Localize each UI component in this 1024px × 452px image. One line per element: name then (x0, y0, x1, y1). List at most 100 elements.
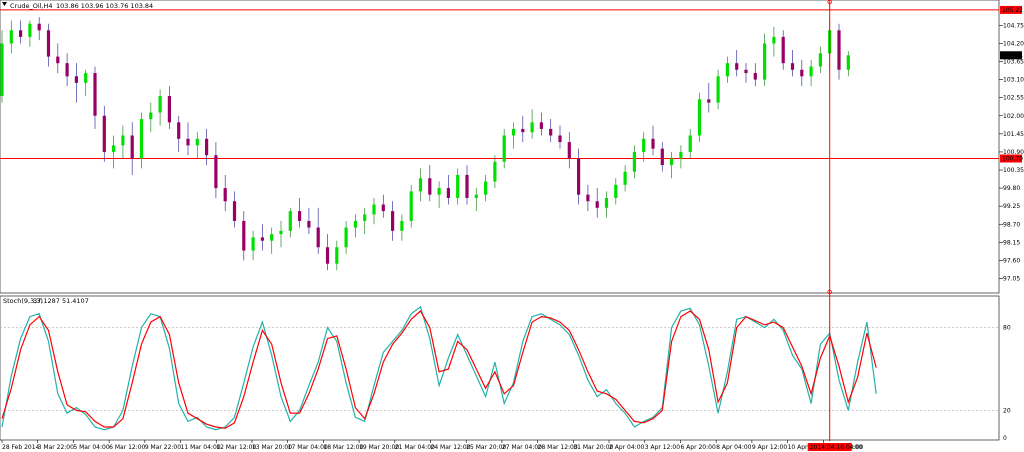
candle[interactable] (642, 132, 646, 162)
candle[interactable] (102, 105, 106, 162)
candle[interactable] (335, 240, 339, 271)
candle[interactable] (623, 165, 627, 192)
candle[interactable] (818, 46, 822, 74)
candle[interactable] (484, 174, 488, 202)
candle[interactable] (112, 135, 116, 169)
candle[interactable] (558, 125, 562, 149)
candle[interactable] (511, 122, 516, 149)
candle[interactable] (781, 30, 785, 70)
candle[interactable] (604, 191, 609, 218)
candle[interactable] (232, 191, 237, 228)
candle[interactable] (74, 63, 78, 103)
candle[interactable] (298, 197, 302, 228)
candle[interactable] (502, 128, 506, 169)
candle[interactable] (428, 165, 432, 202)
candle[interactable] (56, 43, 60, 74)
candle[interactable] (19, 20, 23, 44)
price-chart-panel[interactable]: Crude_Oil,H4 103.86 103.96 103.76 103.84 (0, 0, 1000, 294)
candle[interactable] (279, 220, 283, 248)
candle-body (595, 201, 599, 208)
candle[interactable] (651, 125, 655, 156)
candle[interactable] (0, 30, 4, 103)
candle[interactable] (539, 112, 543, 136)
candle[interactable] (437, 181, 441, 208)
candle[interactable] (93, 66, 97, 129)
candle[interactable] (595, 188, 599, 218)
candle[interactable] (121, 125, 125, 159)
candle[interactable] (577, 148, 581, 205)
candle[interactable] (84, 69, 88, 97)
candle[interactable] (735, 50, 739, 77)
candle-body (139, 119, 144, 159)
candle[interactable] (670, 151, 674, 179)
candle[interactable] (37, 17, 41, 41)
candle[interactable] (409, 184, 413, 228)
candle[interactable] (567, 132, 571, 169)
candle[interactable] (725, 56, 729, 83)
candle[interactable] (679, 145, 683, 169)
candle[interactable] (688, 128, 692, 159)
crosshair[interactable]: 2014.04.16 04:00 (807, 0, 864, 451)
candle[interactable] (614, 178, 618, 205)
candle[interactable] (800, 59, 804, 87)
candle[interactable] (372, 197, 376, 225)
candle[interactable] (809, 59, 813, 87)
candle[interactable] (363, 207, 367, 235)
candle[interactable] (493, 155, 497, 189)
candle[interactable] (763, 33, 767, 87)
candle[interactable] (344, 220, 348, 254)
candle[interactable] (149, 102, 153, 133)
candle[interactable] (391, 201, 395, 241)
candle[interactable] (697, 92, 702, 143)
candle[interactable] (214, 142, 218, 198)
candle[interactable] (660, 142, 664, 172)
candle[interactable] (400, 214, 404, 241)
candle[interactable] (288, 207, 292, 238)
candle[interactable] (28, 20, 32, 47)
candle[interactable] (260, 224, 264, 251)
candle[interactable] (353, 214, 357, 238)
crosshair-mid-handle[interactable] (827, 289, 832, 295)
candle[interactable] (325, 234, 330, 271)
candle[interactable] (307, 207, 311, 235)
candle[interactable] (418, 168, 423, 202)
candle[interactable] (195, 132, 199, 159)
candle[interactable] (9, 20, 13, 54)
candle[interactable] (177, 115, 181, 152)
candle[interactable] (521, 115, 525, 143)
candle[interactable] (790, 50, 795, 77)
candle[interactable] (707, 82, 711, 113)
candle[interactable] (139, 112, 144, 169)
candle[interactable] (242, 211, 246, 261)
candle[interactable] (446, 174, 450, 205)
candle[interactable] (632, 145, 636, 179)
candle[interactable] (716, 69, 720, 110)
candle[interactable] (186, 122, 190, 156)
stochastic-panel[interactable]: Stoch(9,3,3) 37.1287 51.4107 (0, 295, 1000, 441)
candle[interactable] (837, 23, 841, 80)
candle[interactable] (772, 27, 776, 57)
candle[interactable] (167, 86, 171, 129)
candle[interactable] (381, 194, 385, 218)
candle[interactable] (223, 174, 227, 212)
candle[interactable] (46, 23, 51, 67)
candle[interactable] (474, 188, 478, 212)
candle[interactable] (251, 230, 255, 261)
candle[interactable] (753, 63, 757, 87)
candle[interactable] (456, 168, 460, 205)
candle[interactable] (316, 207, 320, 254)
candle[interactable] (270, 227, 274, 254)
candle[interactable] (158, 89, 162, 126)
dropdown-arrow-icon[interactable] (2, 2, 7, 6)
candle[interactable] (130, 122, 134, 175)
candle[interactable] (586, 184, 590, 212)
candle[interactable] (465, 165, 469, 205)
candle[interactable] (205, 128, 209, 166)
candle[interactable] (530, 109, 534, 139)
candle[interactable] (744, 63, 748, 83)
candle[interactable] (846, 51, 850, 77)
crosshair-top-handle[interactable] (827, 0, 832, 5)
candle[interactable] (65, 53, 69, 87)
candle[interactable] (549, 119, 553, 143)
